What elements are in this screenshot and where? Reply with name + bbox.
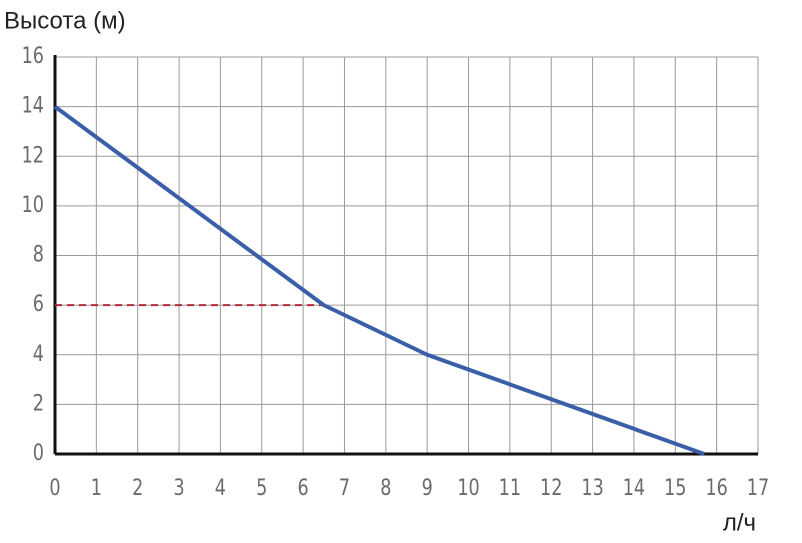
x-tick-label: 12 — [540, 475, 562, 500]
x-tick-label: 4 — [215, 475, 226, 500]
x-tick-label: 8 — [380, 475, 391, 500]
x-tick-label: 15 — [664, 475, 686, 500]
x-tick-label: 11 — [499, 475, 521, 500]
x-tick-label: 14 — [623, 475, 645, 500]
y-tick-label: 0 — [33, 440, 44, 465]
data-line — [53, 105, 705, 456]
x-tick-label: 9 — [422, 475, 433, 500]
x-tick-label: 3 — [173, 475, 184, 500]
y-tick-label: 16 — [22, 43, 44, 68]
x-tick-label: 10 — [457, 475, 479, 500]
x-tick-label: 6 — [298, 475, 309, 500]
y-tick-label: 10 — [22, 192, 44, 217]
y-tick-label: 4 — [33, 341, 44, 366]
x-tick-label: 16 — [705, 475, 727, 500]
y-tick-label: 6 — [33, 291, 44, 316]
x-tick-label: 7 — [339, 475, 350, 500]
y-axis-label: Высота (м) — [4, 7, 126, 34]
x-tick-label: 17 — [747, 475, 769, 500]
y-tick-label: 12 — [22, 142, 44, 167]
x-tick-label: 13 — [581, 475, 603, 500]
x-tick-label: 0 — [49, 475, 60, 500]
y-tick-label: 8 — [33, 242, 44, 267]
x-tick-label: 1 — [91, 475, 102, 500]
x-axis-label: л/ч — [723, 509, 756, 536]
y-tick-label: 14 — [22, 93, 44, 118]
x-tick-label: 5 — [256, 475, 267, 500]
x-tick-label: 2 — [132, 475, 143, 500]
y-tick-label: 2 — [33, 391, 44, 416]
